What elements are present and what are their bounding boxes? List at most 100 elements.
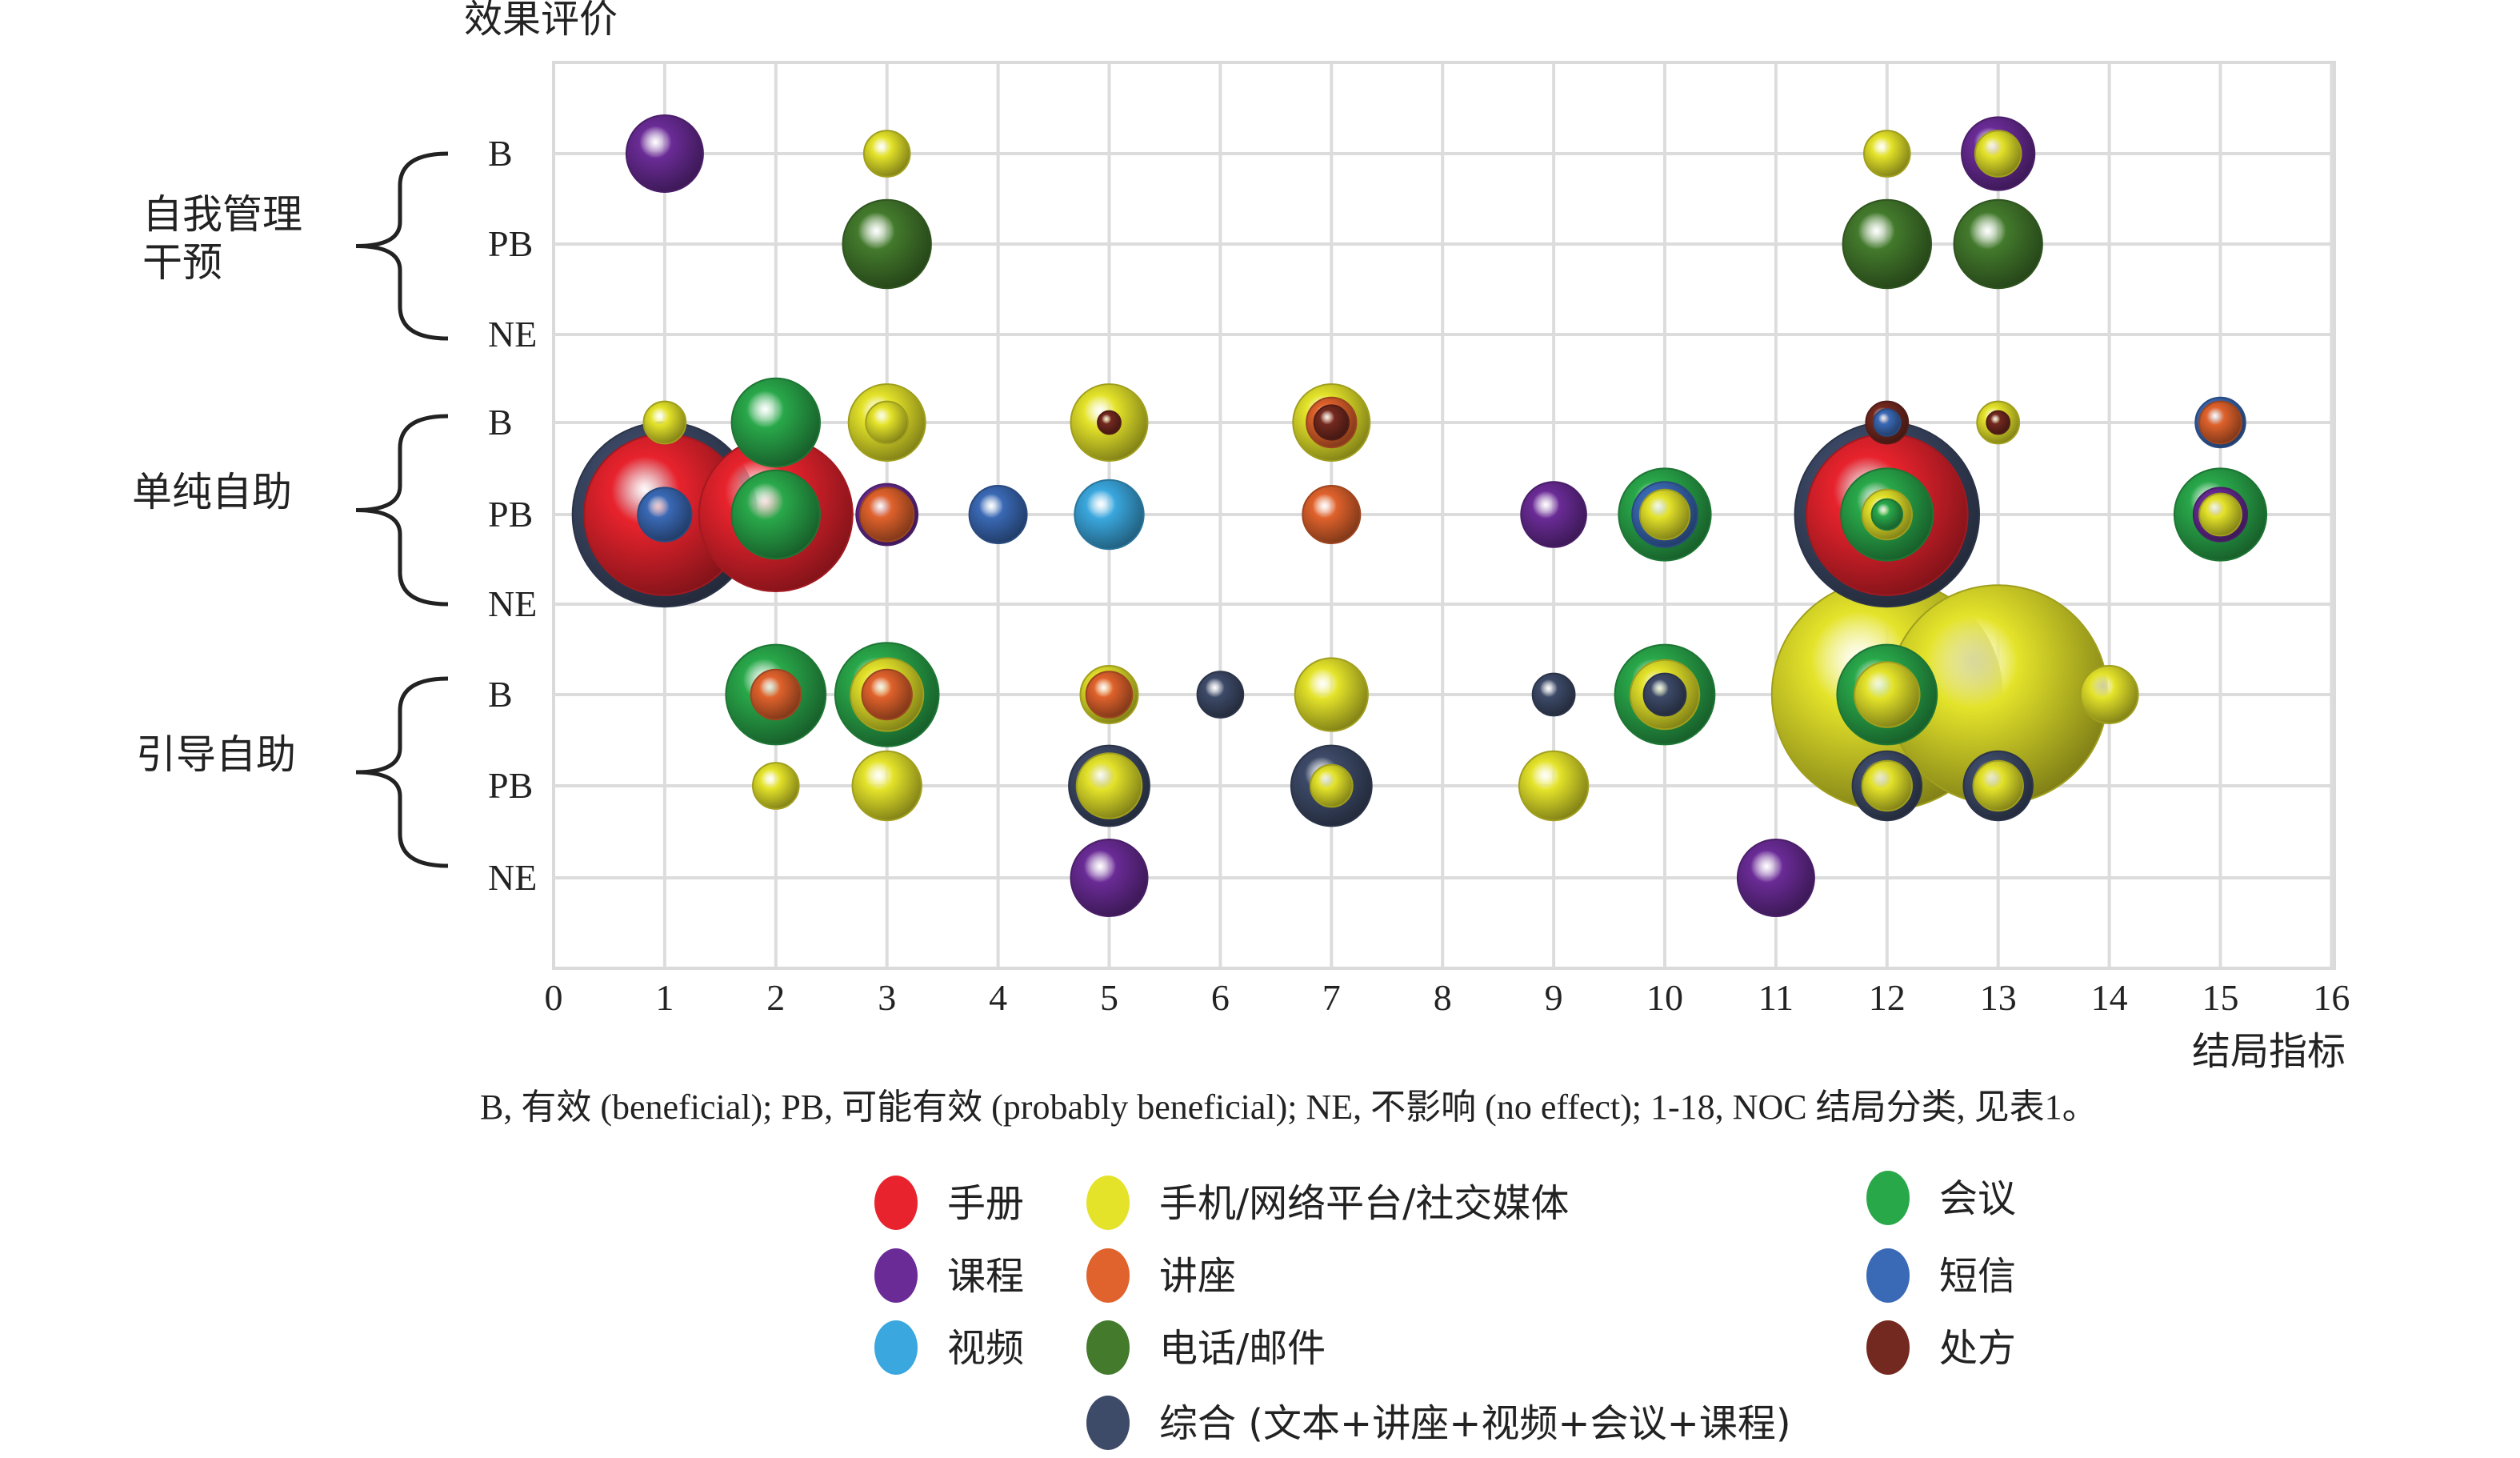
legend-swatch — [1866, 1320, 1910, 1375]
group-label: 引导自助 — [136, 731, 296, 778]
group-label: 干预 — [142, 239, 222, 286]
legend-label: 讲座 — [1159, 1254, 1236, 1299]
level-label: B — [488, 674, 513, 715]
bubble-point — [730, 469, 821, 560]
legend-label: 电话/邮件 — [1159, 1326, 1326, 1371]
x-tick-label: 11 — [1758, 977, 1794, 1018]
bubble-point — [862, 130, 911, 178]
x-tick-label: 14 — [2091, 977, 2128, 1018]
bubble-point — [865, 400, 910, 445]
legend-swatch — [1086, 1320, 1130, 1375]
bubble-point — [1974, 130, 2022, 178]
bubble-point — [861, 668, 913, 721]
y-axis-title: 效果评价 — [464, 0, 618, 42]
legend-label: 处方 — [1939, 1326, 2016, 1371]
legend-item: 会议 — [1866, 1171, 2016, 1225]
bubble-point — [1097, 410, 1122, 435]
level-label: PB — [488, 494, 533, 535]
legend-item: 课程 — [874, 1248, 1024, 1303]
bubble-point — [1531, 672, 1576, 717]
bubble-point — [2198, 492, 2242, 537]
legend-item: 讲座 — [1086, 1248, 1236, 1303]
x-tick-label: 13 — [1980, 977, 2017, 1018]
bubble-point — [1309, 763, 1354, 808]
level-label: B — [488, 133, 513, 174]
x-tick-label: 16 — [2313, 977, 2350, 1018]
group-brace — [355, 414, 449, 607]
bubble-point — [625, 114, 704, 193]
bubble-point — [1972, 759, 2024, 812]
x-tick-label: 6 — [1211, 977, 1230, 1018]
x-tick-label: 10 — [1646, 977, 1683, 1018]
x-tick-label: 8 — [1434, 977, 1452, 1018]
bubble-point — [642, 400, 687, 445]
x-tick-label: 2 — [766, 977, 785, 1018]
bubble-point — [1302, 485, 1362, 544]
x-tick-label: 12 — [1869, 977, 1906, 1018]
bubble-point — [1842, 198, 1933, 290]
bubble-point — [968, 485, 1028, 544]
bubble-point — [1863, 130, 1911, 178]
bubble-point — [1986, 410, 2011, 435]
x-tick-label: 5 — [1100, 977, 1118, 1018]
group-label: 单纯自助 — [132, 469, 292, 515]
legend-item: 手册 — [874, 1176, 1024, 1230]
bubble-point — [2079, 665, 2139, 724]
x-tick-label: 9 — [1545, 977, 1563, 1018]
x-tick-label: 0 — [545, 977, 563, 1018]
legend-item: 综合 (文本+讲座+视频+会议+课程) — [1086, 1396, 1791, 1450]
footnote: B, 有效 (beneficial); PB, 可能有效 (probably b… — [480, 1087, 2098, 1127]
legend-label: 手机/网络平台/社交媒体 — [1159, 1181, 1569, 1226]
bubble-point — [1085, 671, 1134, 719]
x-tick-label: 1 — [655, 977, 674, 1018]
bubble-point — [750, 668, 802, 721]
bubble-point — [1070, 839, 1149, 917]
legend-label: 视频 — [947, 1326, 1024, 1371]
bubble-point — [842, 198, 932, 290]
level-label: PB — [488, 223, 533, 264]
legend-label: 手册 — [947, 1181, 1024, 1226]
legend-swatch — [874, 1248, 918, 1303]
group-brace — [355, 151, 449, 341]
bubble-point — [1294, 657, 1369, 732]
bubble-point — [1518, 750, 1590, 822]
bubble-point — [752, 762, 800, 810]
legend-item: 手机/网络平台/社交媒体 — [1086, 1176, 1569, 1230]
bubble-point — [1313, 404, 1350, 441]
legend-swatch — [1086, 1396, 1130, 1450]
legend-label: 短信 — [1939, 1254, 2016, 1299]
bubble-point — [1953, 198, 2043, 290]
group-brace — [355, 676, 449, 868]
bubble-point — [1736, 839, 1815, 917]
level-label: NE — [488, 857, 537, 898]
legend-swatch — [874, 1320, 918, 1375]
bubble-point — [1854, 661, 1921, 728]
bubble-point — [730, 377, 821, 468]
bubble-point — [1074, 479, 1145, 551]
bubble-point — [1870, 498, 1904, 531]
legend-label: 综合 (文本+讲座+视频+会议+课程) — [1159, 1401, 1791, 1446]
x-tick-label: 3 — [878, 977, 896, 1018]
legend-item: 视频 — [874, 1320, 1024, 1375]
bubble-point — [637, 487, 693, 543]
legend-item: 电话/邮件 — [1086, 1320, 1326, 1375]
group-label: 自我管理 — [142, 191, 302, 238]
x-tick-label: 15 — [2202, 977, 2239, 1018]
legend-item: 短信 — [1866, 1248, 2016, 1303]
x-axis-title: 结局指标 — [2192, 1029, 2346, 1074]
bubble-point — [859, 487, 915, 543]
bubble-point — [851, 750, 922, 822]
legend-swatch — [1866, 1248, 1910, 1303]
legend-swatch — [1866, 1171, 1910, 1225]
legend-label: 课程 — [947, 1254, 1024, 1299]
x-tick-label: 7 — [1322, 977, 1341, 1018]
bubble-point — [1861, 759, 1914, 812]
legend-label: 会议 — [1939, 1176, 2016, 1221]
bubble-point — [1873, 408, 1902, 437]
bubble-point — [1642, 672, 1687, 717]
level-label: PB — [488, 765, 533, 806]
